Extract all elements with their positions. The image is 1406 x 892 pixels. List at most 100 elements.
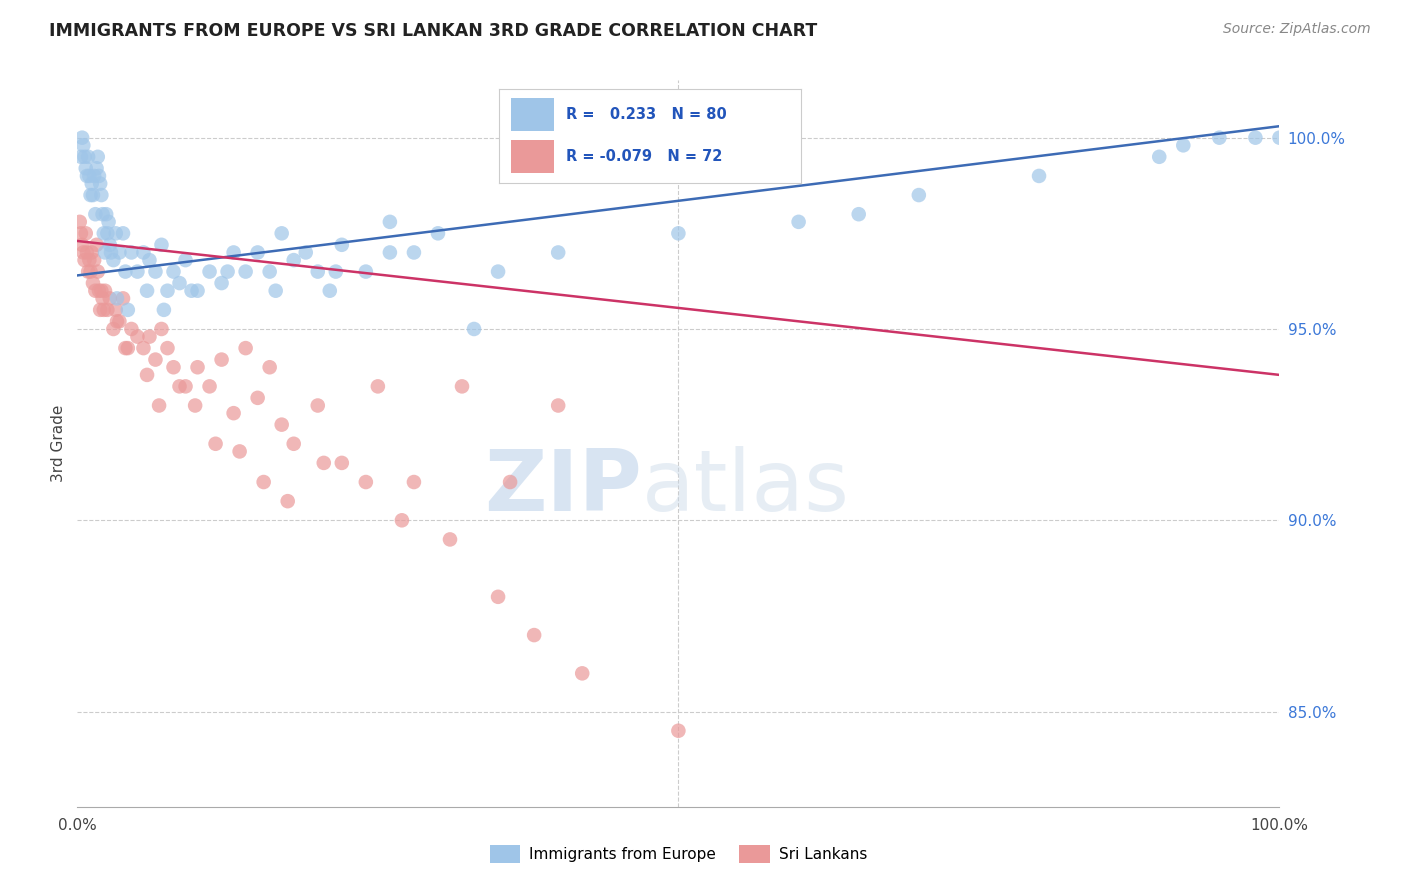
Point (148, 399, 170, 413)
Text: R =   0.233   N = 80: R = 0.233 N = 80 (565, 107, 727, 122)
Point (96, 207, 118, 221)
Point (259, 264, 281, 278)
Point (1173, 138, 1195, 153)
Point (73, 150, 96, 164)
Point (117, 302, 139, 317)
Point (235, 264, 257, 278)
Point (294, 245, 316, 260)
Point (283, 437, 305, 451)
Point (246, 245, 269, 260)
Point (270, 227, 292, 241)
Point (451, 379, 474, 393)
Y-axis label: 3rd Grade: 3rd Grade (51, 405, 66, 483)
Point (94, 245, 117, 260)
Point (848, 207, 870, 221)
Point (86, 237, 108, 252)
Point (1208, 130, 1230, 145)
Point (93, 227, 115, 241)
Point (264, 284, 287, 298)
Point (79, 188, 101, 202)
Point (312, 456, 335, 470)
Point (325, 264, 347, 278)
Point (228, 444, 250, 458)
Point (378, 245, 401, 260)
Point (156, 284, 179, 298)
Point (82, 276, 104, 290)
Point (150, 237, 173, 252)
Point (378, 215, 401, 229)
Point (83, 169, 105, 183)
Point (180, 284, 202, 298)
Point (86, 161, 108, 176)
Point (103, 253, 125, 268)
Point (91, 207, 114, 221)
Point (668, 723, 690, 738)
Point (222, 406, 245, 420)
Legend: Immigrants from Europe, Sri Lankans: Immigrants from Europe, Sri Lankans (484, 838, 873, 869)
Point (283, 253, 305, 268)
Text: ZIP: ZIP (485, 446, 643, 529)
Point (111, 292, 134, 306)
Point (1028, 169, 1050, 183)
Point (117, 341, 139, 355)
Point (187, 360, 209, 375)
Point (75, 161, 97, 176)
Text: atlas: atlas (643, 446, 851, 529)
Point (73, 253, 96, 268)
Point (77, 150, 100, 164)
Point (259, 360, 281, 375)
Point (87, 169, 110, 183)
Point (169, 276, 191, 290)
Point (523, 628, 546, 642)
Point (571, 666, 593, 681)
Point (70, 227, 93, 241)
Point (89, 302, 111, 317)
Point (89, 177, 111, 191)
Point (908, 188, 931, 202)
Point (87, 284, 110, 298)
Point (253, 475, 276, 489)
Point (427, 227, 450, 241)
Text: R = -0.079   N = 72: R = -0.079 N = 72 (565, 149, 723, 164)
Point (70, 237, 93, 252)
Point (80, 177, 103, 191)
Point (94, 284, 117, 298)
Point (91, 292, 114, 306)
Point (79, 169, 101, 183)
Text: IMMIGRANTS FROM EUROPE VS SRI LANKAN 3RD GRADE CORRELATION CHART: IMMIGRANTS FROM EUROPE VS SRI LANKAN 3RD… (49, 22, 817, 40)
Point (198, 264, 221, 278)
Point (105, 314, 128, 328)
Point (75, 227, 97, 241)
Point (198, 379, 221, 393)
Point (84, 207, 107, 221)
Point (439, 533, 461, 547)
Point (93, 302, 115, 317)
Point (217, 264, 239, 278)
Point (132, 245, 155, 260)
Bar (512, 140, 554, 173)
Point (69, 215, 91, 229)
Point (80, 245, 103, 260)
Point (76, 169, 98, 183)
Point (127, 329, 149, 343)
Point (330, 237, 353, 252)
Point (127, 264, 149, 278)
Point (105, 292, 128, 306)
Point (367, 379, 389, 393)
Point (70, 150, 93, 164)
Point (136, 284, 159, 298)
Point (120, 245, 142, 260)
Point (90, 284, 112, 298)
Point (246, 391, 269, 405)
Point (100, 245, 122, 260)
Point (150, 322, 173, 336)
Point (145, 352, 167, 367)
Text: Source: ZipAtlas.com: Source: ZipAtlas.com (1223, 22, 1371, 37)
Point (104, 302, 127, 317)
Point (156, 341, 179, 355)
Bar (512, 97, 554, 131)
Point (153, 302, 176, 317)
Point (499, 475, 522, 489)
Point (84, 284, 107, 298)
Point (668, 227, 690, 241)
